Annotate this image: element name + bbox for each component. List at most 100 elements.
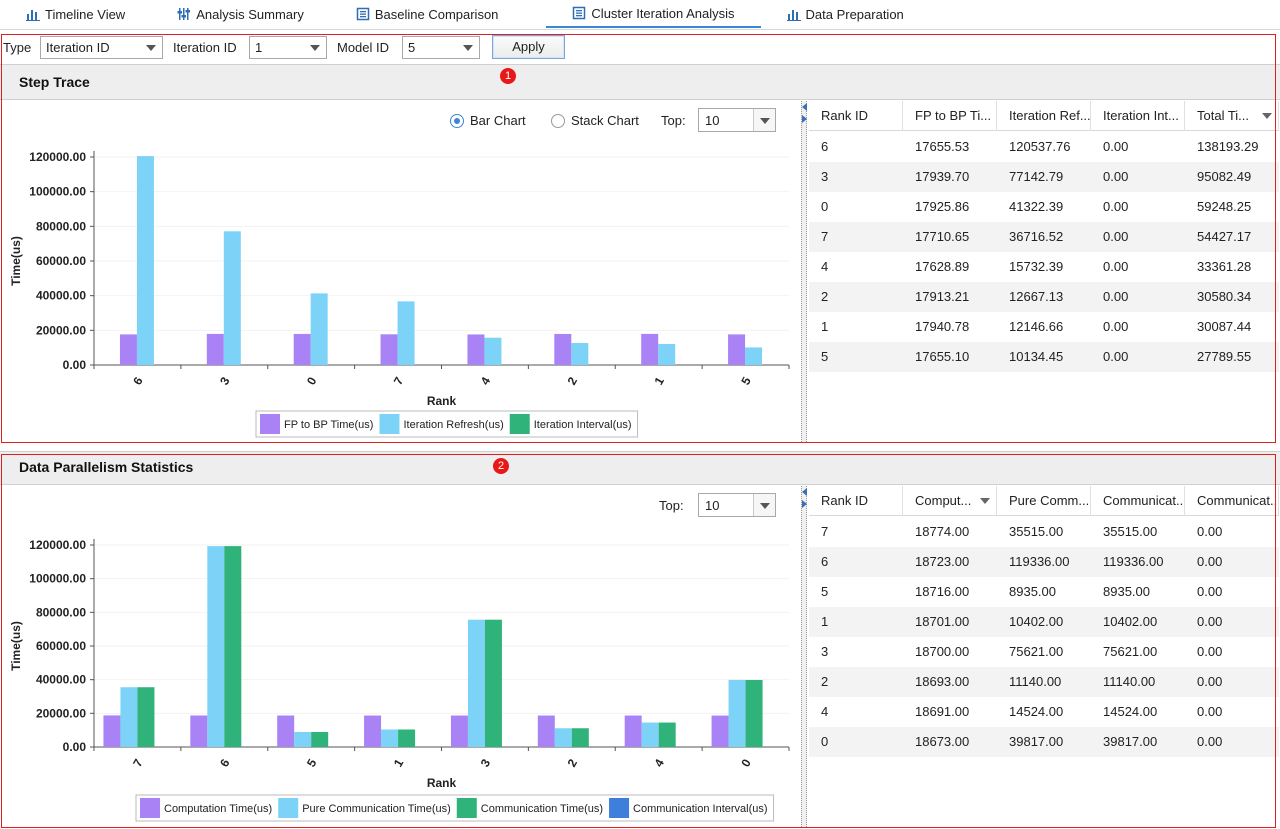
tab-data-preparation[interactable]: Data Preparation (781, 0, 910, 28)
table-row[interactable]: 4 17628.89 15732.39 0.00 33361.28 (809, 252, 1279, 282)
table-cell: 18691.00 (915, 704, 970, 719)
collapse-right-icon[interactable] (802, 500, 807, 508)
table-cell: 119336.00 (1009, 554, 1070, 569)
stack-chart-radio[interactable]: Stack Chart (551, 113, 639, 128)
table-cell: 3 (821, 644, 829, 659)
table-row[interactable]: 2 18693.00 11140.00 11140.00 0.00 (809, 667, 1279, 697)
table-cell: 30580.34 (1197, 289, 1252, 304)
dp-stats-table: Rank ID Comput... Pure Comm... Communicat..… (809, 486, 1279, 827)
iteration-id-select[interactable]: 1 (249, 36, 327, 59)
step-trace-table: Rank ID FP to BP Ti... Iteration Ref... Ite… (809, 101, 1279, 442)
column-header[interactable]: Rank ID (809, 486, 903, 516)
table-row[interactable]: 4 18691.00 14524.00 14524.00 0.00 (809, 697, 1279, 727)
column-header-label: Comput... (915, 493, 972, 508)
table-cell: 17655.10 (915, 349, 970, 364)
table-row[interactable]: 1 18701.00 10402.00 10402.00 0.00 (809, 607, 1279, 637)
column-header[interactable]: Rank ID (809, 101, 903, 131)
tab-cluster-iteration-analysis[interactable]: Cluster Iteration Analysis (546, 0, 761, 28)
collapse-left-icon[interactable] (802, 488, 807, 496)
table-cell: 7 (821, 524, 829, 539)
type-select[interactable]: Iteration ID (40, 36, 163, 59)
table-row[interactable]: 5 18716.00 8935.00 8935.00 0.00 (809, 577, 1279, 607)
table-cell: 1 (821, 319, 829, 334)
table-row[interactable]: 3 17939.70 77142.79 0.00 95082.49 (809, 162, 1279, 192)
table-cell: 95082.49 (1197, 169, 1252, 184)
collapse-right-icon[interactable] (802, 115, 807, 123)
table-row[interactable]: 1 17940.78 12146.66 0.00 30087.44 (809, 312, 1279, 342)
table-cell: 0.00 (1197, 614, 1223, 629)
column-header[interactable]: Total Ti... (1185, 101, 1279, 131)
table-cell: 54427.17 (1197, 229, 1252, 244)
bar-chart-radio[interactable]: Bar Chart (450, 113, 526, 128)
chevron-down-icon (463, 45, 473, 51)
table-row[interactable]: 7 17710.65 36716.52 0.00 54427.17 (809, 222, 1279, 252)
tab-bar: Timeline View Analysis Summary Baseline … (0, 0, 1280, 30)
table-cell: 0.00 (1197, 524, 1223, 539)
tab-timeline-view[interactable]: Timeline View (20, 0, 131, 28)
tab-label: Timeline View (45, 6, 126, 22)
table-cell: 18693.00 (915, 674, 970, 689)
iteration-id-label: Iteration ID (173, 40, 237, 55)
table-cell: 11140.00 (1103, 674, 1156, 689)
table-cell: 30087.44 (1197, 319, 1252, 334)
table-cell: 15732.39 (1009, 259, 1064, 274)
column-header[interactable]: Communicat... (1185, 486, 1279, 516)
table-cell: 0 (821, 734, 829, 749)
table-cell: 75621.00 (1103, 644, 1158, 659)
bar-chart-icon (26, 10, 40, 21)
table-row[interactable]: 3 18700.00 75621.00 75621.00 0.00 (809, 637, 1279, 667)
column-header-label: FP to BP Ti... (915, 108, 992, 123)
table-row[interactable]: 5 17655.10 10134.45 0.00 27789.55 (809, 342, 1279, 372)
radio-selected-icon (450, 113, 464, 128)
table-row[interactable]: 0 18673.00 39817.00 39817.00 0.00 (809, 727, 1279, 757)
top-n-select[interactable]: 10 (698, 108, 776, 132)
table-cell: 0.00 (1197, 674, 1223, 689)
table-cell: 3 (821, 169, 829, 184)
column-header-label: Communicat... (1103, 493, 1185, 508)
apply-button[interactable]: Apply (492, 35, 565, 59)
column-header-label: Pure Comm... (1009, 493, 1090, 508)
sliders-icon (177, 8, 191, 20)
step-trace-splitter[interactable] (801, 101, 807, 442)
iteration-id-value: 1 (255, 40, 263, 55)
document-icon (573, 6, 586, 20)
bar-chart-radio-label: Bar Chart (470, 113, 526, 128)
table-row[interactable]: 6 17655.53 120537.76 0.00 138193.29 (809, 132, 1279, 162)
column-header[interactable]: Iteration Ref... (997, 101, 1091, 131)
column-header-label: Total Ti... (1197, 108, 1250, 123)
top-n-select[interactable]: 10 (698, 493, 776, 517)
column-header[interactable]: Comput... (903, 486, 997, 516)
table-cell: 5 (821, 349, 829, 364)
table-cell: 0.00 (1197, 644, 1223, 659)
collapse-left-icon[interactable] (802, 103, 807, 111)
table-row[interactable]: 6 18723.00 119336.00 119336.00 0.00 (809, 547, 1279, 577)
table-row[interactable]: 2 17913.21 12667.13 0.00 30580.34 (809, 282, 1279, 312)
table-cell: 0 (821, 199, 829, 214)
tab-analysis-summary[interactable]: Analysis Summary (171, 0, 310, 28)
table-cell: 17710.65 (915, 229, 970, 244)
table-cell: 10402.00 (1103, 614, 1158, 629)
model-id-select[interactable]: 5 (402, 36, 480, 59)
table-cell: 18774.00 (915, 524, 970, 539)
column-header[interactable]: Iteration Int... (1091, 101, 1185, 131)
table-row[interactable]: 7 18774.00 35515.00 35515.00 0.00 (809, 517, 1279, 547)
column-header-label: Iteration Ref... (1009, 108, 1091, 123)
table-cell: 18723.00 (915, 554, 970, 569)
chevron-down-icon (146, 45, 156, 51)
column-header[interactable]: Communicat... (1091, 486, 1185, 516)
table-row[interactable]: 0 17925.86 41322.39 0.00 59248.25 (809, 192, 1279, 222)
table-cell: 39817.00 (1103, 734, 1158, 749)
table-cell: 6 (821, 139, 829, 154)
table-cell: 75621.00 (1009, 644, 1064, 659)
top-label: Top: (661, 113, 686, 128)
table-cell: 18673.00 (915, 734, 970, 749)
table-cell: 35515.00 (1103, 524, 1158, 539)
column-header[interactable]: FP to BP Ti... (903, 101, 997, 131)
column-header-label: Rank ID (821, 493, 868, 508)
dp-stats-header (0, 451, 1280, 485)
type-label: Type (3, 40, 32, 55)
tab-label: Analysis Summary (196, 6, 304, 22)
dp-stats-splitter[interactable] (801, 486, 807, 827)
tab-baseline-comparison[interactable]: Baseline Comparison (350, 0, 505, 28)
column-header[interactable]: Pure Comm... (997, 486, 1091, 516)
